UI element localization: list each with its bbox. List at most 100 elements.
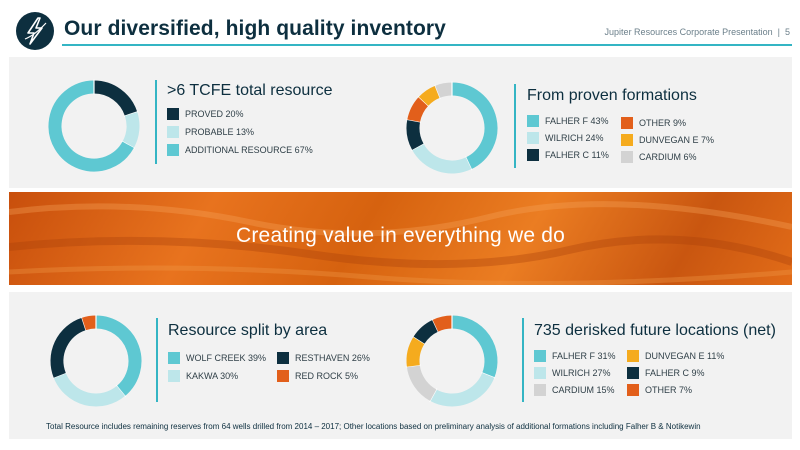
legend-item: ADDITIONAL RESOURCE 67% (167, 144, 313, 156)
section-rule-3 (156, 318, 158, 402)
legend-label: ADDITIONAL RESOURCE 67% (185, 145, 313, 155)
legend-label: FALHER F 31% (552, 351, 616, 361)
donut-slice-additional-resource (48, 80, 134, 172)
total-resource-title: >6 TCFE total resource (167, 82, 333, 99)
legend-label: PROVED 20% (185, 109, 244, 119)
legend-label: FALHER C 11% (545, 150, 609, 160)
legend-swatch (167, 108, 179, 120)
legend-label: CARDIUM 15% (552, 385, 615, 395)
slice-separator (412, 335, 426, 345)
legend-swatch (621, 134, 633, 146)
slide-header: Our diversified, high quality inventory … (0, 0, 800, 52)
donut-slice-wolf-creek (95, 315, 142, 397)
donut-slice-wilrich (430, 372, 495, 407)
donut-slice-cardium (406, 364, 437, 401)
legend-label: CARDIUM 6% (639, 152, 697, 162)
legend-item: DUNVEGAN E 11% (627, 350, 724, 362)
donut-slice-falher-f (451, 315, 498, 378)
legend-swatch (534, 367, 546, 379)
legend-swatch (621, 117, 633, 129)
legend-label: FALHER C 9% (645, 368, 705, 378)
legend-swatch (168, 370, 180, 382)
donut-slice-other (432, 315, 453, 332)
formations-title: From proven formations (527, 87, 697, 104)
area-split-donut (50, 314, 142, 407)
legend-item: DUNVEGAN E 7% (621, 134, 714, 146)
presentation-info: Jupiter Resources Corporate Presentation… (605, 27, 790, 37)
legend-item: FALHER F 31% (534, 350, 616, 362)
legend-item: CARDIUM 15% (534, 384, 615, 396)
legend-swatch (277, 352, 289, 364)
formations-donut (406, 81, 498, 174)
slice-separator (406, 118, 422, 123)
donut-slice-proved (93, 80, 138, 117)
future-locations-title: 735 derisked future locations (net) (534, 322, 776, 339)
legend-swatch (627, 384, 639, 396)
donut-slice-wilrich (412, 143, 472, 174)
legend-label: WOLF CREEK 39% (186, 353, 267, 363)
donut-slice-probable (122, 111, 140, 148)
legend-swatch (527, 149, 539, 161)
legend-swatch (534, 384, 546, 396)
legend-swatch (627, 350, 639, 362)
legend-swatch (167, 126, 179, 138)
legend-label: DUNVEGAN E 11% (645, 351, 725, 361)
page-number: 5 (784, 27, 790, 37)
donut-slice-dunvegan-e (406, 336, 425, 367)
future-locations-donut (405, 314, 498, 407)
page-title: Our diversified, high quality inventory (64, 17, 446, 40)
lightning-bolt-icon (24, 17, 47, 45)
legend-item: FALHER F 43% (527, 115, 609, 127)
legend-swatch (277, 370, 289, 382)
legend-label: RESTHAVEN 26% (295, 353, 370, 363)
total-resource-donut (48, 79, 140, 172)
donut-slice-falher-c (413, 319, 439, 344)
donut-slice-cardium (435, 82, 453, 98)
donut-slice-resthaven (50, 317, 87, 378)
legend-item: WILRICH 24% (527, 132, 604, 144)
presentation-name: Jupiter Resources Corporate Presentation (604, 27, 773, 37)
legend-swatch (627, 367, 639, 379)
legend-swatch (167, 144, 179, 156)
section-rule-4 (522, 318, 524, 402)
legend-label: KAKWA 30% (186, 371, 239, 381)
footnote: Total Resource includes remaining reserv… (46, 422, 701, 431)
donut-slice-falher-f (451, 82, 498, 170)
legend-item: OTHER 7% (627, 384, 692, 396)
header-rule (62, 44, 792, 46)
legend-item: CARDIUM 6% (621, 151, 697, 163)
banner-texture (9, 201, 792, 285)
donut-slice-other (407, 96, 429, 123)
donut-slice-kakwa (53, 372, 125, 407)
legend-item: PROVED 20% (167, 108, 244, 120)
legend-label: OTHER 9% (639, 118, 687, 128)
donut-slice-dunvegan-e (418, 85, 441, 106)
legend-item: WILRICH 27% (534, 367, 611, 379)
legend-swatch (168, 352, 180, 364)
legend-label: FALHER F 43% (545, 116, 609, 126)
header-separator: | (777, 27, 780, 37)
legend-swatch (534, 350, 546, 362)
legend-item: OTHER 9% (621, 117, 686, 129)
legend-item: PROBABLE 13% (167, 126, 254, 138)
legend-swatch (621, 151, 633, 163)
company-logo (16, 12, 54, 50)
legend-swatch (527, 132, 539, 144)
legend-item: RED ROCK 5% (277, 370, 358, 382)
legend-item: FALHER C 9% (627, 367, 705, 379)
legend-label: DUNVEGAN E 7% (639, 135, 715, 145)
legend-label: PROBABLE 13% (185, 127, 255, 137)
legend-label: WILRICH 27% (552, 368, 611, 378)
legend-label: OTHER 7% (645, 385, 693, 395)
legend-item: KAKWA 30% (168, 370, 238, 382)
banner: Creating value in everything we do (9, 192, 792, 285)
section-rule-1 (155, 80, 157, 164)
donut-slice-falher-c (406, 119, 424, 150)
legend-label: WILRICH 24% (545, 133, 604, 143)
legend-label: RED ROCK 5% (295, 371, 359, 381)
legend-swatch (527, 115, 539, 127)
top-panel (9, 57, 792, 188)
legend-item: RESTHAVEN 26% (277, 352, 370, 364)
banner-text: Creating value in everything we do (236, 224, 565, 247)
legend-item: FALHER C 11% (527, 149, 609, 161)
